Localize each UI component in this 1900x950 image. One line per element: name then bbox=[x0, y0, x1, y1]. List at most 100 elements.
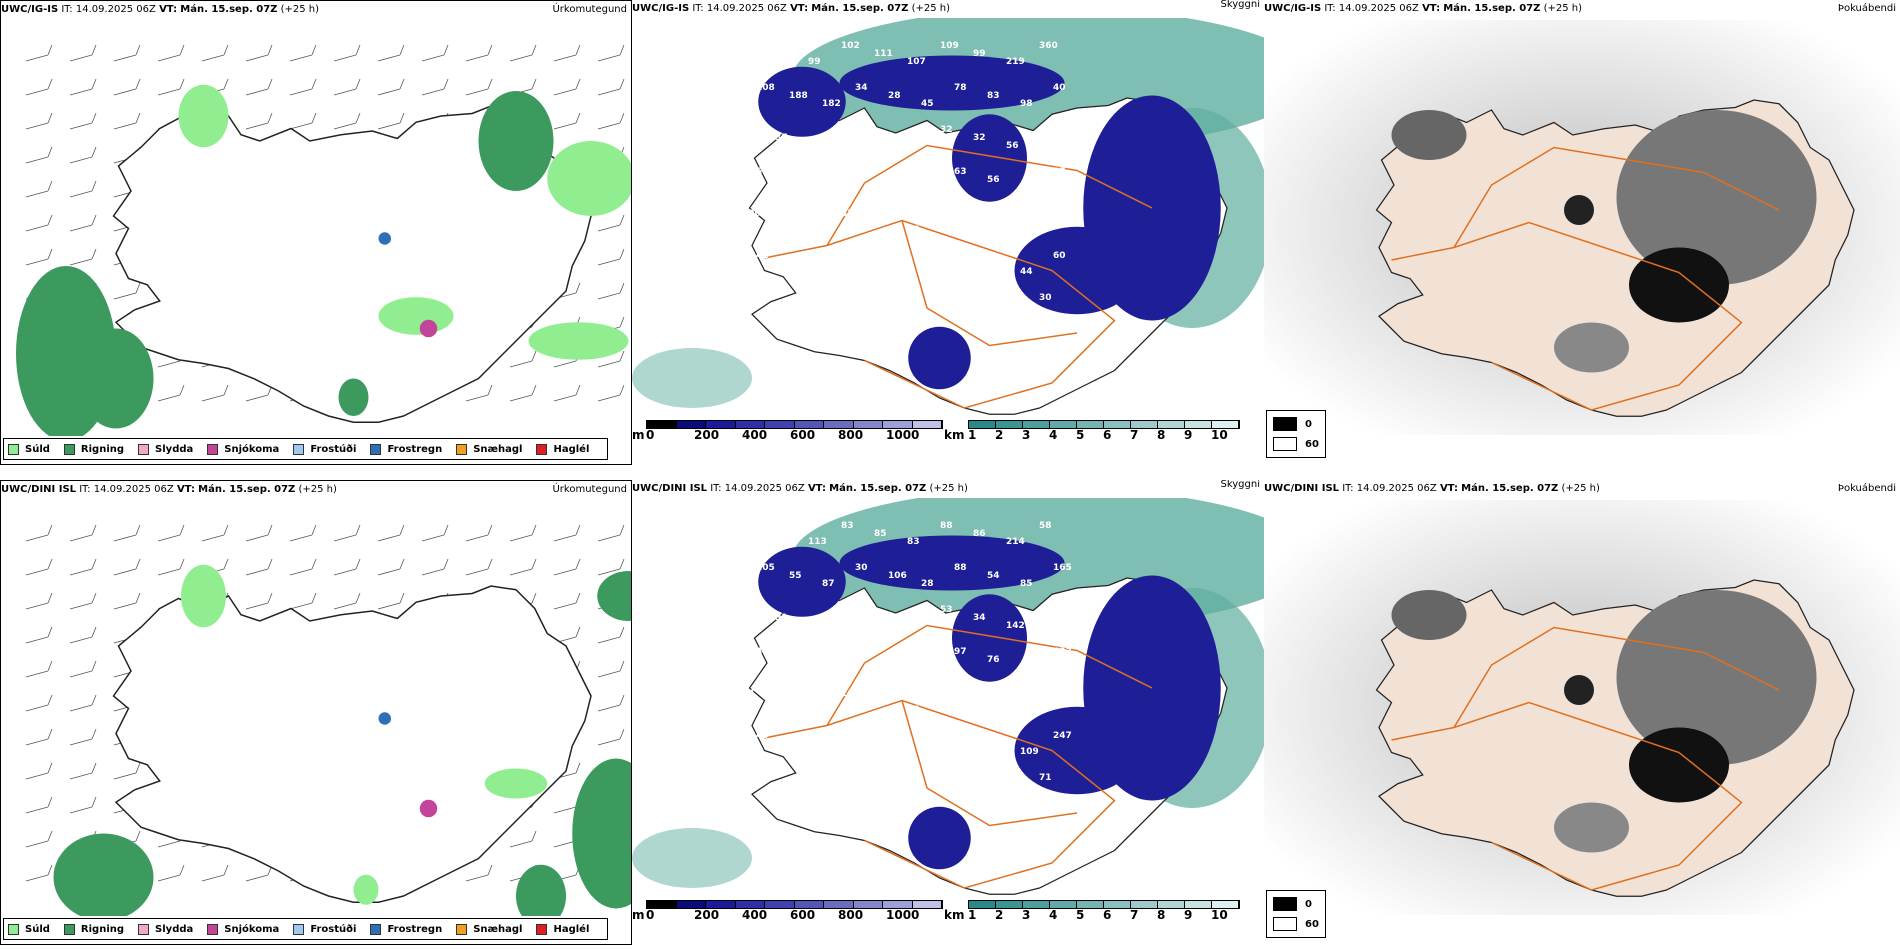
visibility-colorbar: km 1 2 3 4 5 6 7 8 9 10 bbox=[944, 898, 1244, 928]
legend-swatch bbox=[456, 923, 468, 935]
wind-barb bbox=[25, 626, 53, 644]
fog-area bbox=[1629, 247, 1729, 323]
height-tick: 0 bbox=[646, 908, 655, 922]
cloud-base-label: 83 bbox=[841, 521, 854, 531]
vis-tick: 9 bbox=[1184, 908, 1193, 922]
wind-barb bbox=[465, 384, 493, 402]
variable-name: Úrkomutegund bbox=[552, 484, 627, 495]
height-unit: m bbox=[632, 428, 645, 442]
wind-barb bbox=[465, 44, 493, 62]
cloud-base-label: 46 bbox=[756, 647, 769, 657]
wind-barb bbox=[377, 524, 405, 542]
cloud-base-label: 92 bbox=[742, 41, 755, 51]
cloud-base-label: 88 bbox=[940, 521, 953, 531]
cloud-base-label: 60 bbox=[1053, 251, 1066, 261]
cloud-visibility-panel: UWC/DINI ISL IT: 14.09.2025 06Z VT: Mán.… bbox=[632, 480, 1264, 945]
iceland-outline bbox=[112, 105, 592, 423]
height-tick: 400 bbox=[742, 908, 768, 922]
wind-barb bbox=[157, 558, 185, 576]
height-colorbar: m 0 200 400 600 800 1000 bbox=[632, 898, 943, 928]
legend-item: Snæhagl bbox=[456, 923, 522, 935]
cloud-base-label: 54 bbox=[822, 747, 835, 757]
vis-tick: 1 bbox=[968, 908, 977, 922]
cloud-base-label: 47 bbox=[841, 209, 854, 219]
cloud-base-label: 262 bbox=[841, 689, 860, 699]
wind-barb bbox=[25, 214, 53, 232]
cloud-base-label: 73 bbox=[742, 605, 755, 615]
height-colorbar-fill bbox=[646, 900, 943, 909]
wind-barb bbox=[333, 78, 361, 96]
cloud-base-label: 60 bbox=[874, 217, 887, 227]
cloud-base-label: 75 bbox=[855, 167, 868, 177]
vis-tick: 4 bbox=[1049, 428, 1058, 442]
cloud-base-label: 45 bbox=[775, 301, 788, 311]
legend-item: Slydda bbox=[138, 443, 193, 455]
legend-item: Súld bbox=[8, 443, 50, 455]
wind-barb bbox=[113, 282, 141, 300]
panel-header: UWC/IG-IS IT: 14.09.2025 06Z VT: Mán. 15… bbox=[1264, 3, 1583, 14]
cloud-base-label: 66 bbox=[808, 225, 821, 235]
height-colorbar-fill bbox=[646, 420, 943, 429]
cloud-base-label: 85 bbox=[1020, 579, 1033, 589]
cloud-base-label: 51 bbox=[987, 739, 1000, 749]
fog-area bbox=[1554, 802, 1629, 853]
precip-legend: Súld Rigning Slydda Snjókoma Frostúði Frostre… bbox=[3, 918, 609, 940]
fog-area bbox=[1629, 727, 1729, 803]
height-tick: 600 bbox=[790, 908, 816, 922]
fog-legend-row: 60 bbox=[1273, 437, 1319, 451]
snow-area bbox=[419, 799, 438, 818]
cloud-base-label: 56 bbox=[1006, 141, 1019, 151]
panel-header: UWC/DINI ISL IT: 14.09.2025 06Z VT: Mán.… bbox=[1264, 483, 1600, 494]
cloud-base-label: 42 bbox=[954, 731, 967, 741]
wind-barb bbox=[289, 592, 317, 610]
height-tick: 1000 bbox=[886, 908, 920, 922]
cloud-base-label: 48 bbox=[907, 225, 920, 235]
wind-barb bbox=[377, 558, 405, 576]
cloud-base-label: 307 bbox=[1020, 663, 1039, 673]
cloud-base-label: 98 bbox=[1020, 99, 1033, 109]
drizzle-area bbox=[528, 322, 629, 360]
vis-tick: 5 bbox=[1076, 428, 1085, 442]
cloud-base-label: 76 bbox=[987, 655, 1000, 665]
cloud-base-label: 58 bbox=[855, 647, 868, 657]
cloud-base-label: 48 bbox=[1039, 125, 1052, 135]
rain-area bbox=[597, 571, 631, 621]
drizzle-area bbox=[181, 564, 226, 628]
wind-barb bbox=[25, 728, 53, 746]
cloud-base-label: 99 bbox=[973, 49, 986, 59]
cloud-base-label: 81 bbox=[940, 773, 953, 783]
cloud-base-label: 36 bbox=[940, 209, 953, 219]
wind-barb bbox=[69, 660, 97, 678]
wind-barb bbox=[597, 558, 625, 576]
fog-map bbox=[1264, 20, 1900, 435]
cloud-base-label: 57 bbox=[888, 175, 901, 185]
wind-barb bbox=[465, 78, 493, 96]
wind-barb bbox=[25, 78, 53, 96]
precip-legend: Súld Rigning Slydda Snjókoma Frostúði Frostre… bbox=[3, 438, 609, 460]
wind-barb bbox=[597, 214, 625, 232]
cloud-base-label: 71 bbox=[1039, 773, 1052, 783]
wind-barb bbox=[113, 78, 141, 96]
wind-barb bbox=[25, 112, 53, 130]
cloud-base-label: 142 bbox=[1006, 621, 1025, 631]
cloud-base-label: 30 bbox=[855, 563, 868, 573]
variable-name: Úrkomutegund bbox=[552, 4, 627, 15]
cloud-base-label: 69 bbox=[888, 259, 901, 269]
cloud-base-label: 34 bbox=[855, 83, 868, 93]
wind-barb bbox=[597, 350, 625, 368]
cloud-base-label: 56 bbox=[987, 175, 1000, 185]
cloud-base-label: 44 bbox=[742, 689, 755, 699]
wind-barb bbox=[113, 762, 141, 780]
cloud-base-label: 49 bbox=[808, 141, 821, 151]
wind-barb bbox=[245, 558, 273, 576]
rain-area bbox=[516, 864, 566, 916]
vis-tick: 5 bbox=[1076, 908, 1085, 922]
wind-barb bbox=[113, 524, 141, 542]
legend-swatch bbox=[63, 443, 75, 455]
wind-barb bbox=[245, 112, 273, 130]
cloud-base-label: 43 bbox=[841, 605, 854, 615]
wind-barb bbox=[157, 524, 185, 542]
height-tick: 1000 bbox=[886, 428, 920, 442]
cloud-base-label: 120 bbox=[874, 301, 893, 311]
wind-barb bbox=[25, 592, 53, 610]
